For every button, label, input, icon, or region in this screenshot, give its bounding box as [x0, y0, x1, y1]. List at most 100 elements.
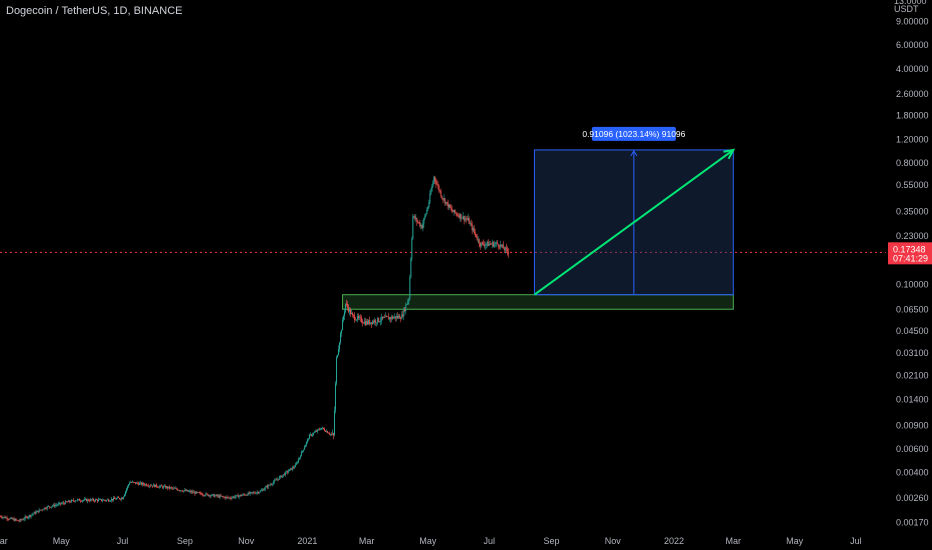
candle-body — [296, 462, 298, 464]
candle-body — [253, 492, 255, 494]
candle-body — [129, 482, 131, 485]
candle-body — [473, 228, 475, 232]
candle-body — [112, 498, 114, 501]
candle-body — [502, 244, 504, 249]
measure-label-bg — [591, 126, 676, 141]
candle-body — [365, 321, 367, 325]
candle-body — [108, 501, 110, 502]
candle-body — [307, 439, 309, 440]
candle-body — [359, 317, 361, 318]
candle-body — [390, 317, 392, 319]
candle-body — [228, 497, 230, 499]
price-tick-label: 1.20000 — [896, 134, 929, 144]
candle-body — [374, 320, 376, 323]
time-tick-label: Mar — [359, 536, 375, 546]
candle-body — [186, 490, 188, 492]
candle-body — [332, 433, 334, 435]
candle-body — [291, 467, 293, 470]
candle-body — [182, 491, 184, 492]
candle-body — [223, 496, 225, 498]
candle-body — [102, 499, 104, 501]
candle-body — [346, 303, 348, 305]
candle-body — [274, 479, 276, 481]
candle-body — [462, 216, 464, 219]
price-tick-label: 0.02100 — [896, 371, 929, 381]
candle-body — [0, 516, 2, 518]
candle-body — [239, 494, 241, 496]
candle-body — [366, 321, 368, 325]
candle-body — [376, 322, 378, 324]
candle-body — [38, 509, 40, 513]
candle-body — [379, 321, 381, 323]
candle-body — [128, 484, 130, 487]
candle-body — [401, 314, 403, 319]
price-tick-label: 9.00000 — [896, 16, 929, 26]
candle-body — [221, 496, 223, 497]
time-tick-label: Jul — [850, 536, 862, 546]
candle-body — [469, 223, 471, 224]
candle-body — [320, 427, 322, 430]
candle-body — [466, 219, 468, 220]
candle-body — [161, 485, 163, 487]
candle-body — [410, 258, 412, 278]
price-tick-label: 0.03100 — [896, 348, 929, 358]
candle-body — [257, 492, 259, 494]
candle-body — [166, 486, 168, 489]
candle-body — [378, 317, 380, 322]
candle-body — [163, 486, 165, 488]
candle-body — [111, 498, 113, 501]
candle-body — [232, 496, 234, 498]
candle-body — [92, 498, 94, 501]
candle-body — [292, 467, 294, 468]
candle-body — [169, 486, 171, 489]
candle-body — [4, 516, 6, 519]
candle-body — [207, 493, 209, 496]
support-zone-layer — [342, 294, 734, 310]
candle-body — [65, 501, 67, 502]
candle-body — [482, 242, 484, 245]
price-tick-label: 4.00000 — [896, 64, 929, 74]
candle-body — [220, 495, 222, 497]
candle-body — [433, 176, 435, 183]
candle-body — [61, 502, 63, 504]
price-tick-label: 0.23000 — [896, 231, 929, 241]
candle-body — [2, 517, 4, 518]
candle-body — [389, 317, 391, 320]
candle-body — [268, 484, 270, 486]
time-tick-label: Sep — [177, 536, 193, 546]
candle-body — [216, 494, 218, 497]
candle-body — [248, 492, 250, 494]
candle-body — [153, 484, 155, 487]
candle-body — [283, 474, 285, 476]
candle-body — [493, 244, 495, 247]
candle-body — [190, 491, 192, 493]
candle-body — [273, 480, 275, 483]
price-tick-label: 0.00260 — [896, 493, 929, 503]
candle-body — [10, 517, 12, 519]
candle-body — [141, 482, 143, 485]
candle-body — [414, 216, 416, 220]
candle-body — [31, 514, 33, 516]
candle-body — [32, 513, 34, 515]
candle-body — [154, 484, 156, 488]
candle-body — [299, 456, 301, 458]
candle-body — [411, 238, 413, 259]
candle-body — [172, 487, 174, 489]
candle-body — [267, 484, 269, 488]
candle-body — [125, 491, 127, 495]
time-tick-label: May — [53, 536, 71, 546]
candle-body — [474, 231, 476, 234]
candle-body — [303, 447, 305, 450]
candle-body — [229, 497, 231, 499]
candle-body — [505, 247, 507, 249]
candle-body — [91, 498, 93, 500]
candle-body — [208, 495, 210, 496]
candle-body — [109, 500, 111, 502]
candle-body — [402, 314, 404, 317]
candle-body — [421, 225, 423, 229]
candle-body — [206, 493, 208, 495]
candle-body — [185, 489, 187, 492]
candle-body — [384, 317, 386, 318]
candle-body — [396, 316, 398, 319]
